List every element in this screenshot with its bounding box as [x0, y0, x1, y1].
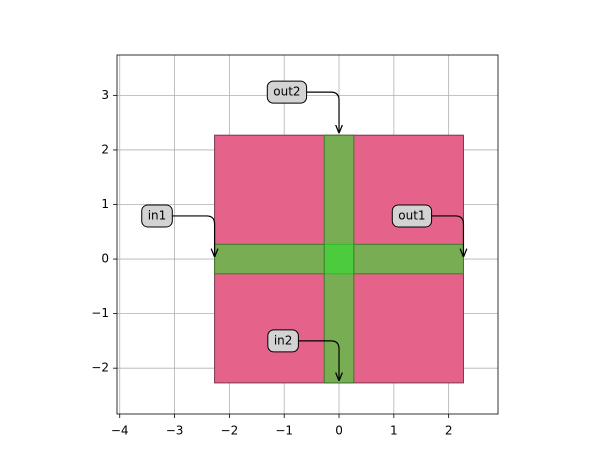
port-arrow — [172, 215, 214, 258]
polygon — [323, 134, 355, 384]
x-tick-label: −3 — [166, 424, 184, 438]
label-box — [267, 329, 299, 353]
annotations: in1 out1 out2 in2 — [141, 80, 464, 381]
port-label: out1 — [398, 208, 425, 222]
y-tick-label: 1 — [101, 197, 109, 211]
x-tick-label: −4 — [111, 424, 129, 438]
x-tick-label: 0 — [335, 424, 343, 438]
x-tick-label: 2 — [445, 424, 453, 438]
x-tick-label: −1 — [275, 424, 293, 438]
port-label: in2 — [274, 333, 293, 347]
port-arrow — [306, 91, 339, 134]
port-annotation: out2 — [266, 80, 339, 134]
axes-frame — [116, 54, 499, 415]
port-arrow — [298, 340, 339, 381]
y-tick-label: −2 — [91, 361, 109, 375]
port-annotation: in1 — [141, 204, 215, 258]
x-tick-label: −2 — [221, 424, 239, 438]
label-box — [391, 204, 433, 228]
port-label: in1 — [148, 208, 167, 222]
y-tick-label: 0 — [101, 252, 109, 266]
x-tick-label: 1 — [390, 424, 398, 438]
port-annotation: in2 — [267, 329, 339, 381]
shapes — [214, 134, 464, 384]
y-tick-label: 2 — [101, 142, 109, 156]
port-arrow — [431, 215, 464, 258]
label-box — [141, 204, 173, 228]
port-label: out2 — [273, 85, 300, 99]
ticks: −4 −3 −2 −1 0 1 2 −2 −1 0 1 2 3 — [91, 88, 452, 438]
y-tick-label: 3 — [101, 88, 109, 102]
port-annotation: out1 — [391, 204, 464, 258]
label-box — [266, 80, 308, 104]
y-tick-label: −1 — [91, 306, 109, 320]
